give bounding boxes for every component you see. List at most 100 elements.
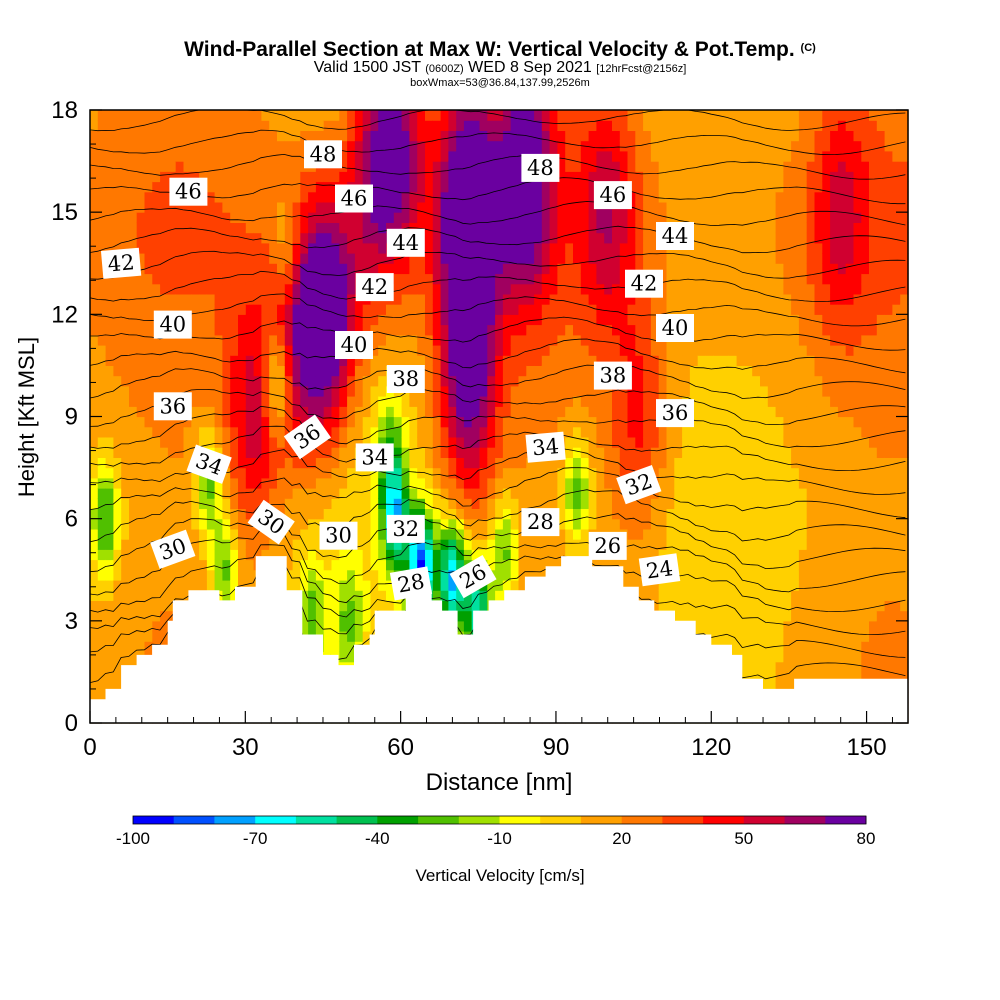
velocity-cell [612,304,621,315]
velocity-cell [479,263,488,275]
velocity-cell [105,436,114,448]
velocity-cell [682,508,691,520]
velocity-cell [199,477,208,489]
velocity-cell [713,590,722,601]
velocity-cell [689,263,699,275]
velocity-cell [175,559,185,571]
velocity-cell [160,283,169,295]
velocity-cell [284,293,294,305]
velocity-cell [697,436,707,448]
velocity-cell [713,242,722,254]
velocity-cell [612,488,621,499]
velocity-cell [277,222,286,234]
velocity-cell [144,334,153,346]
velocity-cell [269,212,278,223]
velocity-cell [277,396,286,407]
velocity-cell [308,620,317,632]
velocity-cell [432,314,442,326]
velocity-cell [580,518,590,530]
velocity-cell [650,345,660,356]
velocity-cell [230,528,239,540]
velocity-cell [222,181,231,193]
velocity-cell [105,334,114,346]
velocity-cell [199,528,208,540]
velocity-cell [417,212,426,223]
velocity-cell [129,345,138,356]
velocity-cell [339,620,348,632]
velocity-cell [425,447,434,458]
velocity-cell [674,212,683,223]
velocity-cell [495,171,504,183]
velocity-cell [541,120,551,131]
velocity-cell [277,120,286,131]
velocity-cell [362,161,372,172]
velocity-cell [339,314,348,326]
velocity-cell [557,181,566,193]
velocity-cell [650,467,660,479]
velocity-cell [612,426,621,438]
velocity-cell [604,140,613,152]
velocity-cell [619,406,629,418]
velocity-cell [721,293,730,305]
velocity-cell [386,110,395,121]
velocity-cell [152,304,161,315]
velocity-cell [370,498,379,509]
velocity-cell [471,396,481,407]
velocity-cell [650,528,660,540]
velocity-cell [206,508,216,520]
velocity-cell [471,314,481,326]
velocity-cell [518,253,527,264]
velocity-cell [456,191,465,203]
velocity-cell [175,140,185,152]
velocity-cell [136,426,146,438]
velocity-cell [121,528,130,540]
velocity-cell [432,590,442,601]
velocity-cell [440,467,449,479]
velocity-cell [300,212,309,223]
velocity-cell [152,416,161,428]
velocity-cell [315,559,325,571]
velocity-cell [502,447,512,458]
velocity-cell [697,457,707,469]
velocity-cell [105,631,114,642]
velocity-cell [425,222,434,234]
velocity-cell [136,150,146,162]
velocity-cell [643,161,652,172]
velocity-cell [619,263,629,275]
velocity-cell [362,610,372,622]
velocity-cell [604,263,613,275]
velocity-cell [292,345,301,356]
velocity-cell [222,232,231,244]
velocity-cell [650,508,660,520]
velocity-cell [362,242,372,254]
velocity-cell [300,528,309,540]
velocity-cell [409,314,418,326]
velocity-cell [650,161,660,172]
velocity-cell [479,212,488,223]
velocity-cell [596,385,605,397]
velocity-cell [417,477,426,489]
velocity-cell [643,263,652,275]
velocity-cell [612,406,621,418]
velocity-cell [463,140,473,152]
velocity-cell [432,191,442,203]
velocity-cell [487,283,496,295]
velocity-cell [347,467,356,479]
velocity-cell [97,620,107,632]
velocity-cell [183,201,192,213]
velocity-cell [487,518,496,530]
velocity-cell [378,232,387,244]
velocity-cell [580,110,590,121]
velocity-cell [728,242,738,254]
velocity-cell [596,273,605,285]
velocity-cell [705,518,714,530]
velocity-cell [689,140,699,152]
velocity-cell [393,324,403,336]
velocity-cell [90,610,99,622]
velocity-cell [214,508,223,520]
velocity-cell [425,191,434,203]
velocity-cell [518,549,527,561]
velocity-cell [502,263,512,275]
velocity-cell [292,324,301,336]
velocity-cell [354,314,364,326]
